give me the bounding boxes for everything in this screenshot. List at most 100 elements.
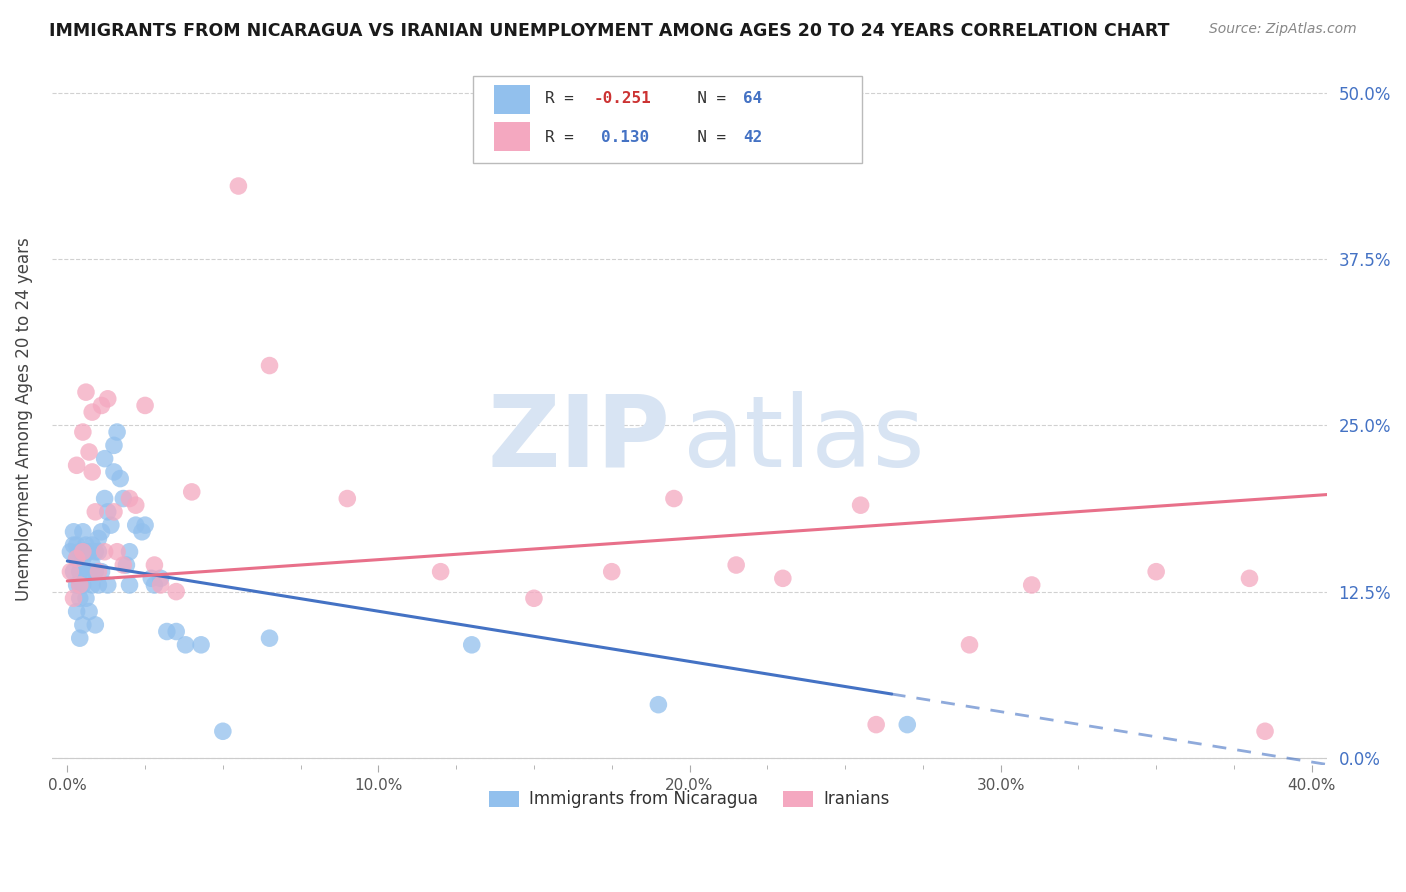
Bar <box>495 122 530 152</box>
Point <box>125 518 148 533</box>
Text: 42: 42 <box>744 129 762 145</box>
Text: Source: ZipAtlas.com: Source: ZipAtlas.com <box>1209 22 1357 37</box>
Point <box>212 724 235 739</box>
Point <box>66 551 89 566</box>
Point <box>174 638 197 652</box>
Text: R =: R = <box>546 92 583 106</box>
Point <box>108 472 131 486</box>
Point <box>97 505 120 519</box>
Point <box>143 558 166 572</box>
Y-axis label: Unemployment Among Ages 20 to 24 years: Unemployment Among Ages 20 to 24 years <box>15 237 32 600</box>
Point <box>72 545 94 559</box>
FancyBboxPatch shape <box>472 77 862 163</box>
Point <box>141 571 163 585</box>
Point <box>62 565 84 579</box>
Point <box>259 631 281 645</box>
Point <box>336 491 359 506</box>
Text: -0.251: -0.251 <box>593 92 651 106</box>
Point <box>84 545 107 559</box>
Point <box>69 591 91 606</box>
Point <box>75 385 97 400</box>
Point <box>59 545 82 559</box>
Point <box>84 565 107 579</box>
Point <box>112 491 135 506</box>
Point <box>103 505 125 519</box>
Point <box>865 717 887 731</box>
Legend: Immigrants from Nicaragua, Iranians: Immigrants from Nicaragua, Iranians <box>482 784 897 815</box>
Point <box>600 565 623 579</box>
Text: N =: N = <box>678 92 735 106</box>
Point <box>72 618 94 632</box>
Text: R =: R = <box>546 129 593 145</box>
Point <box>134 518 156 533</box>
Point <box>118 491 141 506</box>
Point <box>84 505 107 519</box>
Point <box>461 638 484 652</box>
Point <box>429 565 451 579</box>
Point <box>1254 724 1277 739</box>
Point <box>725 558 748 572</box>
Text: ZIP: ZIP <box>488 391 671 488</box>
Point <box>1239 571 1261 585</box>
Point <box>82 558 104 572</box>
Text: N =: N = <box>678 129 735 145</box>
Point <box>66 458 89 473</box>
Point <box>105 545 128 559</box>
Point <box>149 571 172 585</box>
Point <box>103 438 125 452</box>
Point <box>662 491 685 506</box>
Text: 64: 64 <box>744 92 762 106</box>
Point <box>523 591 546 606</box>
Point <box>772 571 794 585</box>
Point <box>90 399 112 413</box>
Point <box>87 565 110 579</box>
Bar <box>495 85 530 114</box>
Point <box>896 717 918 731</box>
Point <box>97 578 120 592</box>
Point <box>87 532 110 546</box>
Point <box>105 425 128 439</box>
Point <box>87 545 110 559</box>
Point <box>66 605 89 619</box>
Point <box>180 484 202 499</box>
Point <box>82 405 104 419</box>
Point <box>118 578 141 592</box>
Point <box>72 545 94 559</box>
Point <box>69 578 91 592</box>
Point <box>59 565 82 579</box>
Point <box>69 631 91 645</box>
Point <box>97 392 120 406</box>
Point <box>115 558 138 572</box>
Point <box>100 518 122 533</box>
Point <box>90 565 112 579</box>
Point <box>143 578 166 592</box>
Point <box>118 545 141 559</box>
Point <box>134 399 156 413</box>
Point <box>66 538 89 552</box>
Point <box>959 638 981 652</box>
Point <box>77 565 100 579</box>
Point <box>72 551 94 566</box>
Point <box>69 565 91 579</box>
Point <box>75 545 97 559</box>
Point <box>66 578 89 592</box>
Point <box>1021 578 1043 592</box>
Point <box>77 545 100 559</box>
Point <box>849 498 872 512</box>
Point <box>82 465 104 479</box>
Point <box>190 638 212 652</box>
Point <box>69 578 91 592</box>
Point <box>647 698 669 712</box>
Point <box>82 578 104 592</box>
Text: 0.130: 0.130 <box>602 129 650 145</box>
Point <box>62 524 84 539</box>
Point <box>72 524 94 539</box>
Point <box>103 465 125 479</box>
Point <box>69 545 91 559</box>
Point <box>75 591 97 606</box>
Text: atlas: atlas <box>683 391 925 488</box>
Point <box>93 545 115 559</box>
Point <box>149 578 172 592</box>
Point <box>72 425 94 439</box>
Point <box>84 618 107 632</box>
